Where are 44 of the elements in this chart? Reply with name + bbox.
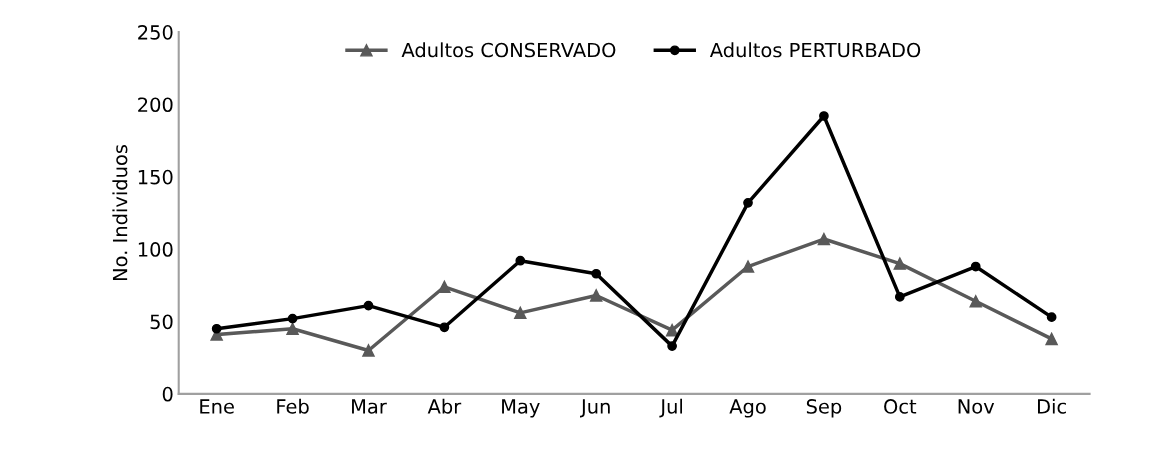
y-tick-label: 250 bbox=[138, 25, 173, 40]
y-tick-label: 50 bbox=[150, 314, 173, 330]
y-tick-label: 100 bbox=[138, 242, 173, 257]
point bbox=[894, 292, 905, 302]
x-tick-label: Ene bbox=[200, 399, 234, 414]
point bbox=[893, 257, 907, 270]
x-tick-label: Jul bbox=[659, 398, 683, 418]
point bbox=[211, 323, 222, 334]
point bbox=[362, 344, 375, 357]
y-axis-title: No. Individuos bbox=[112, 144, 128, 280]
point bbox=[514, 306, 527, 320]
point bbox=[439, 322, 450, 333]
x-tick-label: Dic bbox=[1038, 398, 1066, 414]
point bbox=[591, 268, 602, 279]
y-tick-label: 200 bbox=[138, 97, 173, 113]
point bbox=[1046, 312, 1057, 323]
x-tick-label: Jun bbox=[580, 399, 610, 418]
point bbox=[970, 261, 981, 272]
point bbox=[817, 232, 831, 246]
point bbox=[589, 289, 603, 302]
point bbox=[438, 280, 451, 294]
x-tick-label: Nov bbox=[958, 399, 995, 414]
x-tick-label: Abr bbox=[427, 398, 462, 414]
point bbox=[667, 341, 677, 351]
y-tick-label: 150 bbox=[138, 169, 173, 185]
x-tick-label: Oct bbox=[884, 399, 917, 414]
x-tick-label: Ago bbox=[729, 399, 766, 418]
y-tick-label: 0 bbox=[162, 386, 173, 402]
point bbox=[286, 322, 299, 336]
legend-label: Adultos CONSERVADO bbox=[401, 42, 616, 58]
point bbox=[743, 197, 753, 208]
point bbox=[287, 313, 298, 324]
x-tick-label: May bbox=[502, 399, 540, 418]
x-tick-label: Mar bbox=[352, 399, 387, 414]
point bbox=[969, 295, 982, 308]
x-tick-label: Feb bbox=[277, 398, 309, 414]
point bbox=[1045, 332, 1058, 346]
x-tick-label: Sep bbox=[806, 399, 842, 418]
legend-label: Adultos PERTURBADO bbox=[709, 42, 921, 58]
point bbox=[363, 300, 374, 311]
point bbox=[741, 260, 755, 273]
point bbox=[515, 255, 526, 266]
point bbox=[665, 323, 679, 337]
point bbox=[819, 111, 829, 121]
